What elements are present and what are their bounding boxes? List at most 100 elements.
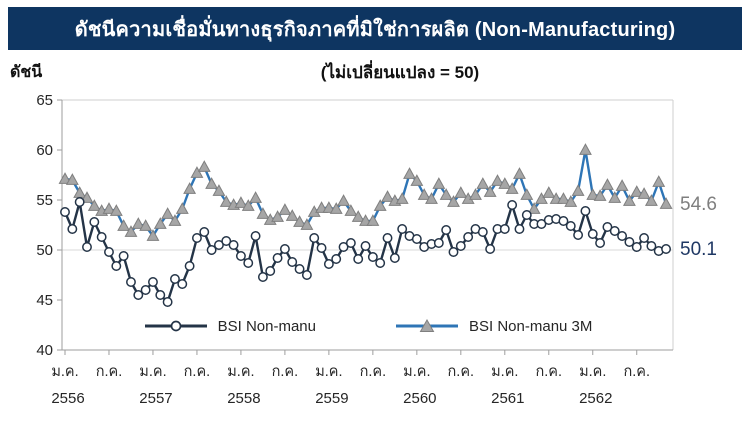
bsi-non-manu-marker [573, 230, 584, 240]
bsi-non-manu-marker [661, 244, 672, 254]
bsi-non-manu-3m-marker [58, 172, 72, 184]
bsi-non-manu-marker [507, 200, 518, 210]
x-tick-label: ก.ค. [623, 364, 650, 380]
bsi-non-manu-3m-marker [168, 214, 182, 226]
bsi-non-manu-marker [411, 234, 422, 244]
bsi-non-manu-marker [331, 254, 342, 264]
bsi-non-manu-marker [213, 240, 224, 250]
bsi-non-manu-3m-marker [630, 185, 644, 197]
bsi-non-manu-marker [375, 258, 386, 268]
legend-label-bsi-non-manu: BSI Non-manu [217, 317, 316, 335]
bsi-non-manu-3m-marker [535, 192, 548, 204]
bsi-non-manu-marker [397, 224, 408, 234]
bsi-non-manu-3m-marker [161, 207, 175, 219]
bsi-non-manu-3m-marker [337, 194, 350, 206]
x-tick-label: ม.ค. [491, 364, 518, 380]
bsi-non-manu-3m-marker [593, 189, 607, 201]
bsi-non-manu-marker [265, 266, 276, 276]
bsi-non-manu-3m-marker [293, 215, 307, 227]
bsi-non-manu-3m-marker [249, 191, 263, 203]
bsi-non-manu-marker [140, 285, 151, 295]
x-tick-label: ก.ค. [536, 364, 563, 380]
bsi-non-manu-marker [301, 270, 312, 280]
x-year-label: 2560 [403, 390, 436, 407]
bsi-non-manu-3m-marker [190, 166, 204, 178]
line-circle-marker-icon [144, 320, 207, 332]
bsi-non-manu-marker [455, 241, 466, 251]
bsi-non-manu-marker [177, 279, 188, 289]
legend-label-bsi-non-manu-3m: BSI Non-manu 3M [469, 317, 593, 335]
bsi-non-manu-marker [499, 224, 510, 234]
bsi-non-manu-3m-marker [271, 210, 285, 222]
bsi-non-manu-marker [287, 257, 298, 267]
x-tick-label: ม.ค. [51, 364, 78, 380]
bsi-non-manu-3m-marker [175, 202, 189, 214]
bsi-non-manu-3m-marker [183, 182, 197, 194]
bsi-non-manu-3m-marker [139, 219, 153, 231]
y-tick-label: 40 [36, 342, 53, 359]
bsi-non-manu-3m-marker [300, 218, 314, 230]
bsi-non-manu-marker [345, 238, 356, 248]
bsi-non-manu-marker [272, 253, 283, 263]
x-tick-label: ม.ค. [315, 364, 342, 380]
bsi-non-manu-marker [206, 245, 217, 255]
legend: BSI Non-manu BSI Non-manu 3M [62, 313, 673, 339]
bsi-non-manu-3m-marker [469, 188, 482, 200]
bsi-non-manu-3m-marker [637, 187, 651, 199]
bsi-non-manu-marker [609, 226, 620, 236]
bsi-non-manu-3m-marker [285, 209, 299, 221]
bsi-non-manu-marker [602, 222, 613, 232]
bsi-non-manu-end-label: 50.1 [680, 239, 717, 260]
bsi-non-manu-marker [126, 277, 136, 287]
bsi-non-manu-marker [514, 224, 525, 234]
bsi-non-manu-3m-marker [381, 190, 394, 202]
bsi-non-manu-marker [133, 290, 144, 300]
x-year-label: 2561 [491, 390, 524, 407]
bsi-non-manu-marker [148, 277, 158, 287]
bsi-non-manu-marker [279, 244, 290, 254]
bsi-non-manu-marker [184, 261, 195, 271]
bsi-non-manu-3m-marker [351, 210, 365, 222]
bsi-non-manu-3m-marker [425, 192, 438, 204]
bsi-non-manu-3m-marker [571, 184, 585, 196]
bsi-non-manu-3m-marker [586, 188, 600, 200]
bsi-non-manu-3m-marker [498, 177, 512, 189]
bsi-non-manu-3m-marker [219, 195, 233, 207]
bsi-non-manu-marker [485, 244, 496, 254]
bsi-non-manu-3m-end-label: 54.6 [680, 194, 717, 215]
bsi-non-manu-3m-marker [329, 202, 343, 214]
bsi-non-manu-marker [155, 290, 166, 300]
bsi-non-manu-3m-marker [153, 217, 167, 229]
bsi-non-manu-3m-marker [556, 192, 570, 204]
x-year-label: 2556 [51, 390, 84, 407]
bsi-non-manu-marker [74, 197, 85, 207]
bsi-non-manu-3m-marker [417, 188, 431, 200]
bsi-non-manu-marker [243, 258, 254, 268]
bsi-non-manu-3m-marker [234, 196, 248, 208]
bsi-non-manu-marker [60, 207, 70, 217]
bsi-non-manu-3m-marker [124, 225, 138, 237]
bsi-non-manu-3m-marker [197, 160, 211, 172]
bsi-non-manu-3m-marker [146, 229, 160, 241]
bsi-non-manu-marker [316, 243, 327, 253]
bsi-non-manu-3m-marker [395, 192, 409, 204]
bsi-non-manu-3m-marker [483, 185, 497, 197]
y-tick-label: 60 [36, 142, 53, 159]
bsi-non-manu-marker [118, 251, 129, 261]
bsi-non-manu-3m-marker [241, 199, 255, 211]
x-tick-label: ม.ค. [403, 364, 430, 380]
bsi-non-manu-3m-marker [652, 175, 666, 187]
bsi-non-manu-marker [170, 274, 180, 284]
bsi-non-manu-3m-marker [622, 194, 636, 206]
y-tick-label: 55 [36, 192, 53, 209]
line-triangle-marker-icon [396, 319, 458, 332]
bsi-non-manu-marker [360, 241, 371, 251]
bsi-non-manu-marker [595, 238, 606, 248]
bsi-non-manu-3m-marker [454, 186, 468, 198]
bsi-non-manu-marker [580, 206, 591, 216]
legend-item-bsi-non-manu: BSI Non-manu [143, 318, 316, 335]
bsi-non-manu-3m-marker [366, 214, 380, 226]
bsi-non-manu-3m-marker [373, 199, 387, 211]
